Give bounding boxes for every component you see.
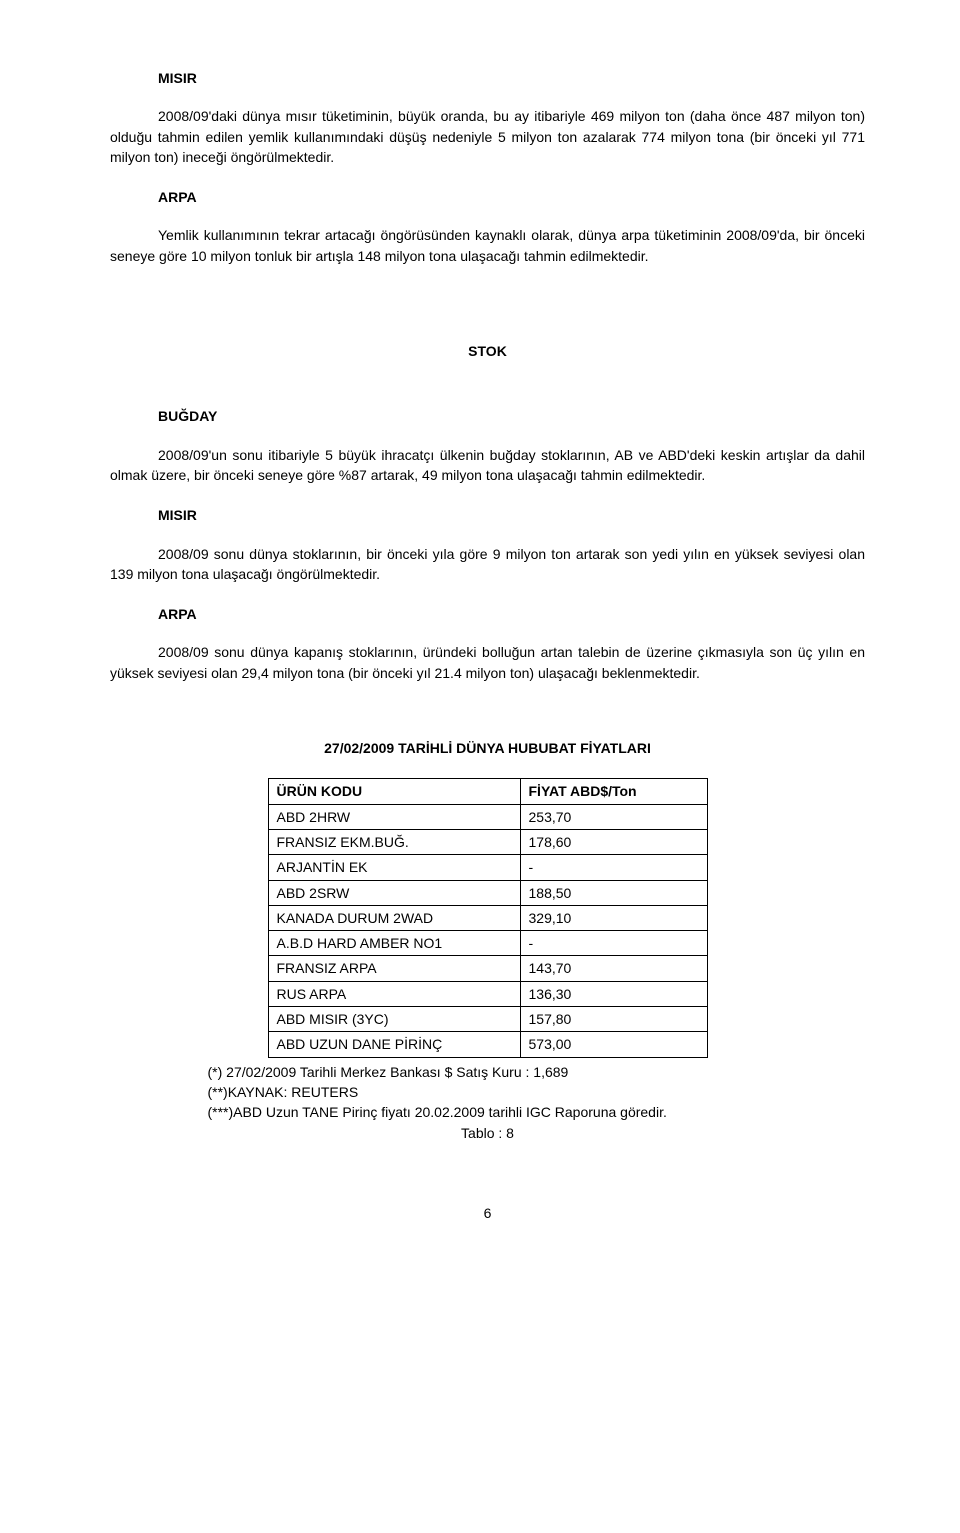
table-footnotes: (*) 27/02/2009 Tarihli Merkez Bankası $ … [208, 1062, 768, 1143]
cell-price: 178,60 [520, 829, 707, 854]
cell-price: 143,70 [520, 956, 707, 981]
page-number: 6 [110, 1203, 865, 1223]
cell-code: ABD UZUN DANE PİRİNÇ [268, 1032, 520, 1057]
cell-price: 573,00 [520, 1032, 707, 1057]
heading-bugday: BUĞDAY [158, 406, 865, 426]
heading-arpa-2: ARPA [158, 604, 865, 624]
footnote-3: (***)ABD Uzun TANE Pirinç fiyatı 20.02.2… [208, 1102, 768, 1122]
table-row: A.B.D HARD AMBER NO1- [268, 931, 707, 956]
table-title: 27/02/2009 TARİHLİ DÜNYA HUBUBAT FİYATLA… [110, 738, 865, 758]
table-header-row: ÜRÜN KODU FİYAT ABD$/Ton [268, 779, 707, 804]
cell-price: - [520, 931, 707, 956]
table-number: Tablo : 8 [208, 1123, 768, 1143]
table-header-price: FİYAT ABD$/Ton [520, 779, 707, 804]
table-row: ABD 2SRW188,50 [268, 880, 707, 905]
cell-code: ABD MISIR (3YC) [268, 1007, 520, 1032]
footnote-1: (*) 27/02/2009 Tarihli Merkez Bankası $ … [208, 1062, 768, 1082]
cell-code: ABD 2SRW [268, 880, 520, 905]
cell-price: 253,70 [520, 804, 707, 829]
footnote-2: (**)KAYNAK: REUTERS [208, 1082, 768, 1102]
table-header-code: ÜRÜN KODU [268, 779, 520, 804]
heading-misir-1: MISIR [158, 68, 865, 88]
cell-price: - [520, 855, 707, 880]
table-row: ARJANTİN EK- [268, 855, 707, 880]
table-row: FRANSIZ EKM.BUĞ.178,60 [268, 829, 707, 854]
heading-stok: STOK [468, 341, 507, 361]
cell-code: RUS ARPA [268, 981, 520, 1006]
cell-price: 136,30 [520, 981, 707, 1006]
paragraph-bugday-1: 2008/09'un sonu itibariyle 5 büyük ihrac… [110, 445, 865, 486]
paragraph-arpa-2: 2008/09 sonu dünya kapanış stoklarının, … [110, 642, 865, 683]
paragraph-arpa-1: Yemlik kullanımının tekrar artacağı öngö… [110, 225, 865, 266]
cell-code: ARJANTİN EK [268, 855, 520, 880]
cell-price: 157,80 [520, 1007, 707, 1032]
paragraph-misir-1: 2008/09'daki dünya mısır tüketiminin, bü… [110, 106, 865, 167]
cell-price: 188,50 [520, 880, 707, 905]
heading-arpa-1: ARPA [158, 187, 865, 207]
cell-price: 329,10 [520, 905, 707, 930]
cell-code: KANADA DURUM 2WAD [268, 905, 520, 930]
table-row: ABD 2HRW253,70 [268, 804, 707, 829]
cell-code: FRANSIZ EKM.BUĞ. [268, 829, 520, 854]
price-table: ÜRÜN KODU FİYAT ABD$/Ton ABD 2HRW253,70 … [268, 778, 708, 1057]
cell-code: A.B.D HARD AMBER NO1 [268, 931, 520, 956]
heading-misir-2: MISIR [158, 505, 865, 525]
table-row: ABD MISIR (3YC)157,80 [268, 1007, 707, 1032]
stok-heading-wrap: STOK [110, 341, 865, 361]
table-row: ABD UZUN DANE PİRİNÇ573,00 [268, 1032, 707, 1057]
table-row: RUS ARPA136,30 [268, 981, 707, 1006]
cell-code: FRANSIZ ARPA [268, 956, 520, 981]
paragraph-misir-2: 2008/09 sonu dünya stoklarının, bir önce… [110, 544, 865, 585]
cell-code: ABD 2HRW [268, 804, 520, 829]
table-row: KANADA DURUM 2WAD329,10 [268, 905, 707, 930]
table-row: FRANSIZ ARPA143,70 [268, 956, 707, 981]
